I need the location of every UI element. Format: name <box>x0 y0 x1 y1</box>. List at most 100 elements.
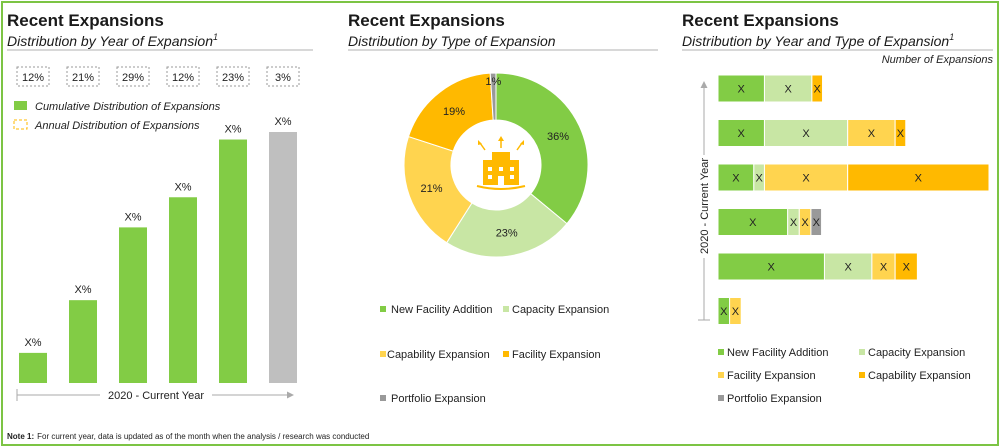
stack-legend-swatch-new-facility <box>718 349 724 355</box>
stacked-bar-segment <box>894 252 918 281</box>
stacked-bar-segment <box>717 74 765 103</box>
stacked-bar-segment <box>823 252 873 281</box>
panel3-ylabel: 2020 - Current Year <box>699 158 711 254</box>
cumulative-bar-label: X% <box>124 211 141 223</box>
stacked-bar-segment <box>763 163 849 192</box>
footnote-label: Note 1: <box>7 432 34 441</box>
panel3-chart: X X XX X X XX X X XX X X XX X X XX X <box>717 74 990 325</box>
annual-percentage-label: 29% <box>122 72 144 84</box>
panel1-xaxis-arrowhead <box>287 391 294 399</box>
stacked-bar-segment-label: X <box>813 217 821 229</box>
stack-legend-label-capability: Capability Expansion <box>868 370 971 382</box>
stacked-bar-segment-label: X <box>802 173 810 185</box>
stack-legend-label-new-facility: New Facility Addition <box>727 347 829 359</box>
stacked-bar-segment <box>810 208 823 236</box>
pie-slice <box>495 72 589 225</box>
pie-slice-label: 21% <box>421 183 443 195</box>
annual-percentage-box <box>116 66 150 87</box>
pie-legend-label-facility: Facility Expansion <box>512 349 601 361</box>
stacked-bar-segment <box>763 74 813 103</box>
cumulative-bar <box>69 300 97 383</box>
stacked-bar-segment-label: X <box>732 306 740 318</box>
stack-legend-swatch-capability <box>859 372 865 378</box>
stacked-bar-segment-label: X <box>897 128 905 140</box>
pie-slice-label: 36% <box>547 131 569 143</box>
cumulative-bar <box>219 139 247 383</box>
stacked-bar-segment <box>811 74 824 103</box>
stack-legend-swatch-capacity <box>859 349 865 355</box>
annual-percentage-label: 12% <box>22 72 44 84</box>
panel2-subtitle: Distribution by Type of Expansion <box>348 33 556 49</box>
panel3-subtitle: Distribution by Year and Type of Expansi… <box>682 32 954 49</box>
stack-legend-swatch-facility <box>718 372 724 378</box>
panel1-chart: X% 12% X% 21% X% 29% X% 12% X% 23% X% 3% <box>16 66 300 383</box>
annual-percentage-box <box>266 66 300 87</box>
pie-legend-swatch-facility <box>503 351 509 357</box>
cumulative-bar-label: X% <box>24 337 41 349</box>
panel1-subtitle-text: Distribution by Year of Expansion <box>7 33 213 49</box>
stacked-bar-segment-label: X <box>749 217 757 229</box>
annual-percentage-label: 23% <box>222 72 244 84</box>
cumulative-bar <box>119 227 147 383</box>
panel2-chart: 36% 23% 21% 19% 1% <box>403 72 589 258</box>
footnote: Note 1: For current year, data is updated… <box>7 432 369 441</box>
pie-slice <box>403 135 473 244</box>
pie-slice-label: 19% <box>443 106 465 118</box>
pie-legend-label-capability: Capability Expansion <box>387 349 490 361</box>
annual-percentage-label: 3% <box>275 72 291 84</box>
stacked-bar-segment <box>847 163 990 192</box>
stack-legend-swatch-portfolio <box>718 395 724 401</box>
pie-slice-label: 1% <box>485 76 501 88</box>
stacked-bar-segment-label: X <box>720 306 728 318</box>
stack-legend-label-capacity: Capacity Expansion <box>868 347 965 359</box>
stacked-bar-segment-label: X <box>814 84 822 96</box>
annual-percentage-box <box>166 66 200 87</box>
panel1-subtitle-sup: 1 <box>213 32 218 42</box>
pie-legend-label-portfolio: Portfolio Expansion <box>391 393 486 405</box>
cumulative-bar-label: X% <box>174 181 191 193</box>
stacked-bar-segment <box>717 208 789 236</box>
panel1-xlabel: 2020 - Current Year <box>108 390 204 402</box>
annual-percentage-box <box>16 66 50 87</box>
pie-legend-swatch-new-facility <box>380 306 386 312</box>
stacked-bar-segment-label: X <box>738 84 746 96</box>
cumulative-bar <box>19 352 47 383</box>
stacked-bar-segment-label: X <box>738 128 746 140</box>
panel3-unit-label: Number of Expansions <box>882 54 994 66</box>
cumulative-bar-label: X% <box>74 284 91 296</box>
panel3-subtitle-text: Distribution by Year and Type of Expansi… <box>682 33 949 49</box>
stacked-bar-segment <box>894 119 907 147</box>
stack-legend-label-portfolio: Portfolio Expansion <box>727 393 822 405</box>
footnote-text: For current year, data is updated as of … <box>37 432 369 441</box>
pie-slice-label: 23% <box>496 228 518 240</box>
legend-label-annual: Annual Distribution of Expansions <box>34 120 200 132</box>
legend-swatch-annual <box>13 119 28 130</box>
stacked-bar-segment-label: X <box>768 262 776 274</box>
building-expansion-icon <box>476 136 526 190</box>
legend-swatch-cumulative <box>14 101 27 110</box>
pie-legend-swatch-portfolio <box>380 395 386 401</box>
stacked-bar-segment <box>717 252 825 281</box>
annual-percentage-label: 12% <box>172 72 194 84</box>
pie-slice <box>489 72 497 121</box>
stacked-bar-segment-label: X <box>801 217 809 229</box>
stacked-bar-segment-label: X <box>915 173 923 185</box>
panel2-title: Recent Expansions <box>348 11 505 30</box>
cumulative-bar <box>269 132 297 383</box>
cumulative-bar-label: X% <box>224 124 241 136</box>
annual-percentage-box <box>216 66 250 87</box>
stack-legend-label-facility: Facility Expansion <box>727 370 816 382</box>
cumulative-bar <box>169 197 197 383</box>
stacked-bar-segment-label: X <box>755 173 763 185</box>
stacked-bar-segment-label: X <box>845 262 853 274</box>
panel3-title: Recent Expansions <box>682 11 839 30</box>
stacked-bar-segment <box>729 297 742 325</box>
annual-percentage-box <box>66 66 100 87</box>
pie-legend-swatch-capacity <box>503 306 509 312</box>
panel1-subtitle: Distribution by Year of Expansion1 <box>7 32 218 49</box>
stacked-bar-segment-label: X <box>868 128 876 140</box>
legend-label-cumulative: Cumulative Distribution of Expansions <box>35 101 221 113</box>
stacked-bar-segment-label: X <box>732 173 740 185</box>
